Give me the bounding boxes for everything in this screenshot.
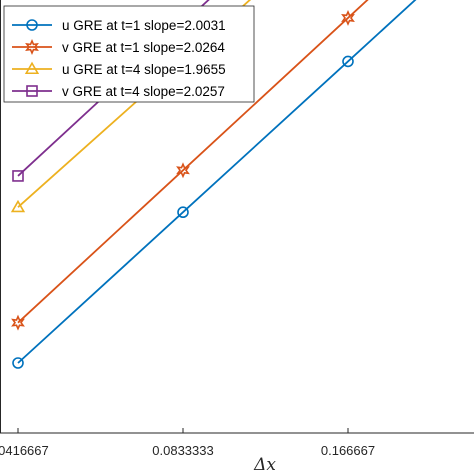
legend-entry: v GRE at t=4 slope=2.0257 [62, 84, 225, 99]
series-line [17, 0, 252, 208]
x-tick-label: 0.166667 [321, 443, 375, 458]
series-line [17, 0, 369, 324]
legend-box [3, 5, 255, 103]
marker-circle [26, 19, 38, 31]
x-tick-label: 0.0833333 [152, 443, 213, 458]
series-2 [11, 0, 369, 331]
marker-hexagram [25, 39, 39, 55]
series-1 [12, 0, 417, 369]
marker-hexagram [176, 162, 190, 179]
marker-triangle [24, 61, 40, 75]
x-ticks: 0.0416667 0.0833333 0.166667 [0, 428, 375, 458]
marker-circle [342, 55, 354, 68]
legend-entry: v GRE at t=1 slope=2.0264 [62, 40, 225, 55]
legend-entry: u GRE at t=1 slope=2.0031 [62, 18, 226, 33]
legend: u GRE at t=1 slope=2.0031 v GRE at t=1 sl… [3, 5, 255, 103]
legend-entry: u GRE at t=4 slope=1.9655 [62, 62, 226, 77]
axes [0, 0, 474, 434]
x-tick-label: 0.0416667 [0, 443, 49, 458]
marker-square [12, 170, 24, 182]
marker-triangle [10, 199, 26, 213]
marker-hexagram [341, 9, 355, 26]
marker-circle [12, 357, 24, 369]
x-axis-label: Δx [253, 455, 276, 474]
series-line [17, 0, 417, 364]
marker-square [26, 85, 38, 97]
marker-circle [177, 206, 189, 219]
marker-hexagram [11, 314, 25, 331]
